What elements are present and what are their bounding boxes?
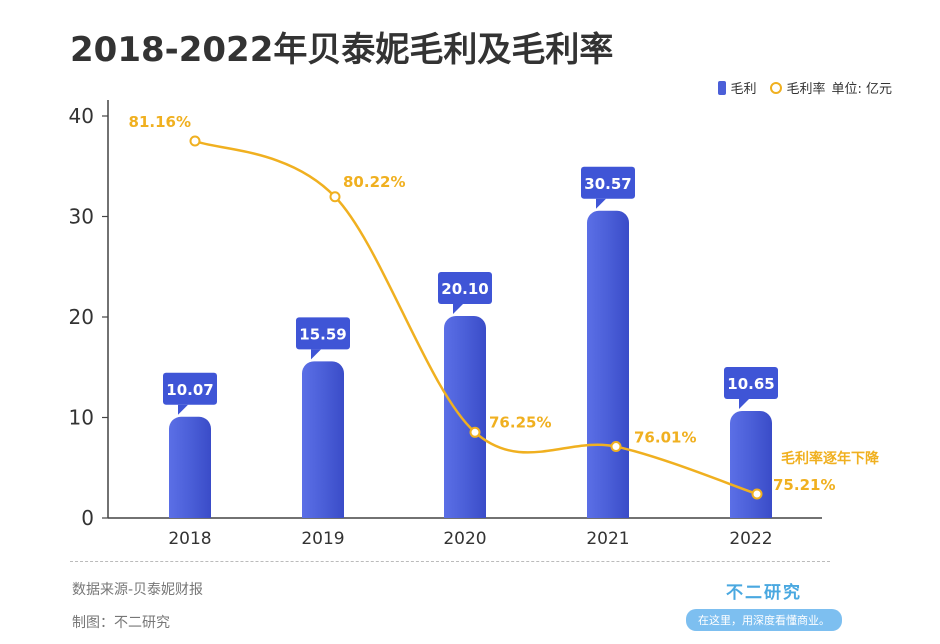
brand-logo: 不二研究 在这里，用深度看懂商业。 [684, 578, 844, 631]
rate-line [194, 139, 758, 496]
legend: 毛利 毛利率 单位: 亿元 [718, 78, 892, 97]
data-source: 数据来源-贝泰妮财报 [72, 582, 204, 598]
bar-value-pointer [453, 303, 463, 314]
y-tick-label: 40 [69, 104, 94, 128]
rate-point [189, 135, 201, 147]
y-tick-label: 10 [69, 406, 94, 430]
brand-name: 不二研究 [726, 583, 802, 603]
rate-point [610, 441, 622, 453]
bar [169, 416, 211, 518]
bar-value-label: 15.59 [299, 325, 346, 343]
brand-slogan: 在这里，用深度看懂商业。 [686, 609, 842, 631]
bar-value-label: 30.57 [584, 175, 631, 193]
bar-value-pointer [596, 198, 606, 209]
rate-value-label: 75.21% [773, 476, 835, 494]
chart-maker: 制图：不二研究 [72, 615, 170, 631]
bar-base [302, 506, 344, 518]
y-tick-label: 20 [69, 305, 94, 329]
bar-value-box [438, 271, 492, 304]
bar-value-label: 20.10 [441, 280, 488, 298]
trend-annotation: 毛利率逐年下降 [781, 450, 880, 467]
y-tick-label: 30 [69, 205, 94, 229]
footer-divider [70, 561, 830, 562]
x-tick-label: 2020 [443, 529, 486, 549]
bar [302, 361, 344, 518]
legend-unit: 单位: 亿元 [831, 82, 892, 97]
bar-base [587, 506, 629, 518]
rate-value-label: 76.25% [489, 413, 551, 431]
bar-value-label: 10.65 [727, 375, 774, 393]
legend-line-label: 毛利率 [786, 82, 826, 97]
bar [444, 315, 486, 518]
rate-value-label: 81.16% [129, 113, 191, 131]
bar-value-label: 10.07 [166, 381, 213, 399]
legend-bar: 毛利 [718, 78, 756, 97]
bar-value-pointer [178, 404, 188, 415]
y-tick-label: 0 [81, 506, 94, 530]
x-tick-label: 2022 [729, 529, 772, 549]
rate-value-label: 80.22% [343, 173, 405, 191]
rate-value-label: 76.01% [634, 429, 696, 447]
legend-line: 毛利率 [770, 78, 825, 97]
chart-plot: 0 10 20 30 40 10.07 15.59 20.10 30.57 10.65 2018 20… [69, 100, 880, 549]
legend-bar-swatch [718, 80, 727, 95]
bar-value-pointer [739, 398, 749, 409]
bar-base [169, 506, 211, 518]
bar-value-box [296, 317, 350, 350]
rate-point [469, 426, 481, 438]
chart-title: 2018-2022年贝泰妮毛利及毛利率 [70, 30, 614, 70]
legend-bar-label: 毛利 [730, 82, 757, 97]
bar [587, 210, 629, 519]
bar [730, 410, 772, 518]
bar-base [444, 506, 486, 518]
rate-point [751, 488, 763, 500]
bar-base [730, 506, 772, 518]
bar-value-box [724, 366, 778, 399]
bar-value-box [581, 166, 635, 199]
bar-value-box [163, 372, 217, 405]
x-tick-label: 2019 [301, 529, 344, 549]
legend-line-swatch [770, 81, 783, 94]
x-tick-label: 2018 [168, 529, 211, 549]
x-tick-label: 2021 [586, 529, 629, 549]
rate-point [329, 191, 341, 203]
bar-value-pointer [311, 349, 321, 360]
